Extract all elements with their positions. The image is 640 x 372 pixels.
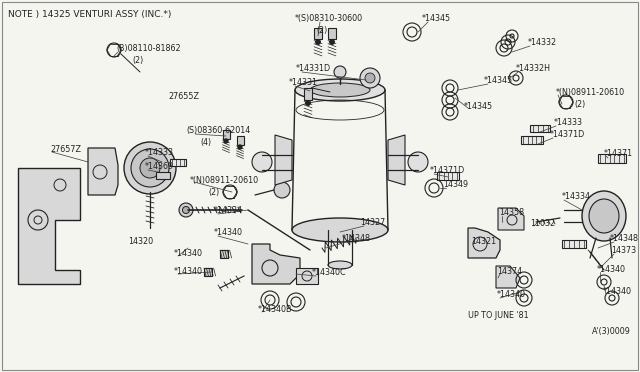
Text: (2): (2) — [208, 188, 220, 197]
Text: *14371D: *14371D — [430, 166, 465, 175]
Text: *14340: *14340 — [174, 249, 203, 258]
Ellipse shape — [179, 203, 193, 217]
Text: *14333: *14333 — [145, 148, 174, 157]
Text: *14340: *14340 — [214, 228, 243, 237]
Ellipse shape — [408, 152, 428, 172]
Polygon shape — [252, 244, 300, 284]
Circle shape — [316, 39, 321, 44]
Bar — [204, 268, 212, 276]
Ellipse shape — [131, 149, 169, 187]
Bar — [328, 28, 336, 39]
Text: 27655Z: 27655Z — [168, 92, 199, 101]
Bar — [156, 172, 170, 179]
Text: *14333: *14333 — [554, 118, 583, 127]
Text: *14340: *14340 — [603, 287, 632, 296]
Text: 14320: 14320 — [128, 237, 153, 246]
Polygon shape — [388, 135, 405, 185]
Text: A'(3)0009: A'(3)0009 — [592, 327, 631, 336]
Polygon shape — [496, 266, 520, 288]
Text: *(N)08911-20610: *(N)08911-20610 — [190, 176, 259, 185]
Circle shape — [306, 100, 310, 105]
Bar — [562, 240, 586, 248]
Text: (S)08360-62014: (S)08360-62014 — [186, 126, 250, 135]
Ellipse shape — [124, 142, 176, 194]
Text: *14334: *14334 — [562, 192, 591, 201]
Ellipse shape — [328, 261, 352, 269]
Circle shape — [360, 68, 380, 88]
Text: *14345: *14345 — [422, 14, 451, 23]
Text: *14348: *14348 — [342, 234, 371, 243]
Text: *14345: *14345 — [464, 102, 493, 111]
Text: *14331D: *14331D — [296, 64, 331, 73]
Text: (2): (2) — [316, 26, 327, 35]
Bar — [170, 158, 186, 166]
Bar — [304, 88, 312, 100]
Text: (4): (4) — [200, 138, 211, 147]
Bar — [598, 154, 626, 163]
Bar — [314, 28, 322, 39]
Polygon shape — [275, 135, 292, 185]
Text: *14334: *14334 — [214, 206, 243, 215]
Polygon shape — [18, 168, 80, 284]
Ellipse shape — [140, 158, 160, 178]
Text: *14345: *14345 — [484, 76, 513, 85]
Text: 14374: 14374 — [497, 267, 522, 276]
Text: *14332H: *14332H — [516, 64, 551, 73]
Bar — [223, 130, 230, 139]
Ellipse shape — [589, 199, 619, 233]
Bar — [220, 250, 228, 258]
Ellipse shape — [182, 206, 189, 214]
Text: *(N)08911-20610: *(N)08911-20610 — [556, 88, 625, 97]
Text: 14321: 14321 — [471, 237, 496, 246]
Text: *14340: *14340 — [597, 265, 626, 274]
Bar — [296, 268, 318, 284]
Text: *14340: *14340 — [174, 267, 203, 276]
Text: *14332: *14332 — [528, 38, 557, 47]
Text: *14371D: *14371D — [550, 130, 585, 139]
Text: *14340C: *14340C — [312, 268, 347, 277]
Polygon shape — [468, 228, 500, 258]
Text: 14327: 14327 — [360, 218, 385, 227]
Bar — [521, 136, 543, 144]
Circle shape — [365, 73, 375, 83]
Bar — [437, 172, 459, 180]
Bar — [237, 136, 243, 145]
Circle shape — [224, 139, 228, 143]
Text: *(S)08310-30600: *(S)08310-30600 — [295, 14, 363, 23]
Circle shape — [330, 39, 334, 44]
Ellipse shape — [295, 79, 385, 101]
Text: NOTE ) 14325 VENTURI ASSY (INC.*): NOTE ) 14325 VENTURI ASSY (INC.*) — [8, 10, 172, 19]
Text: *14369: *14369 — [145, 162, 174, 171]
Ellipse shape — [292, 218, 388, 242]
Polygon shape — [498, 208, 524, 230]
Ellipse shape — [252, 152, 272, 172]
Text: *14340B: *14340B — [258, 305, 292, 314]
Ellipse shape — [582, 191, 626, 241]
Text: 14373: 14373 — [611, 246, 636, 255]
Circle shape — [238, 145, 242, 149]
Polygon shape — [88, 148, 118, 195]
Text: 11032: 11032 — [530, 219, 555, 228]
Text: *14331: *14331 — [289, 78, 318, 87]
Circle shape — [334, 66, 346, 78]
Circle shape — [274, 182, 290, 198]
Text: (B)08110-81862: (B)08110-81862 — [116, 44, 180, 53]
Text: *14371: *14371 — [604, 149, 633, 158]
Text: 14358: 14358 — [499, 208, 524, 217]
Text: *14348: *14348 — [610, 234, 639, 243]
Ellipse shape — [310, 83, 370, 97]
Text: 14349: 14349 — [443, 180, 468, 189]
Text: 27657Z: 27657Z — [50, 145, 81, 154]
Bar — [530, 125, 550, 131]
Text: *14340: *14340 — [497, 290, 526, 299]
Text: (2): (2) — [132, 56, 143, 65]
Text: UP TO JUNE '81: UP TO JUNE '81 — [468, 311, 529, 320]
Text: (2): (2) — [574, 100, 585, 109]
